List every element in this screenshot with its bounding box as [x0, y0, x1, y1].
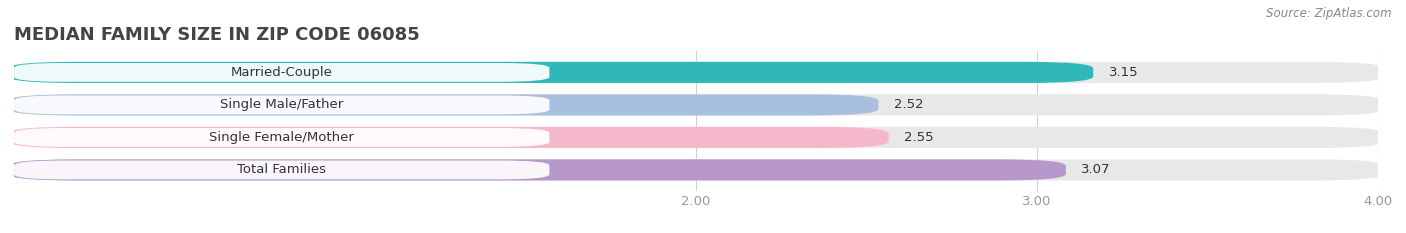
- FancyBboxPatch shape: [8, 127, 889, 148]
- Text: 3.07: 3.07: [1081, 163, 1111, 176]
- FancyBboxPatch shape: [8, 94, 1384, 116]
- FancyBboxPatch shape: [14, 63, 550, 82]
- Text: 2.55: 2.55: [904, 131, 934, 144]
- FancyBboxPatch shape: [8, 62, 1384, 83]
- Text: 3.15: 3.15: [1108, 66, 1137, 79]
- FancyBboxPatch shape: [8, 159, 1066, 181]
- FancyBboxPatch shape: [14, 161, 550, 179]
- FancyBboxPatch shape: [8, 94, 879, 116]
- Text: Single Male/Father: Single Male/Father: [221, 98, 343, 111]
- Text: MEDIAN FAMILY SIZE IN ZIP CODE 06085: MEDIAN FAMILY SIZE IN ZIP CODE 06085: [14, 26, 420, 44]
- FancyBboxPatch shape: [14, 128, 550, 147]
- Text: Source: ZipAtlas.com: Source: ZipAtlas.com: [1267, 7, 1392, 20]
- Text: Married-Couple: Married-Couple: [231, 66, 333, 79]
- Text: 2.52: 2.52: [894, 98, 924, 111]
- Text: Total Families: Total Families: [238, 163, 326, 176]
- Text: Single Female/Mother: Single Female/Mother: [209, 131, 354, 144]
- FancyBboxPatch shape: [14, 96, 550, 114]
- FancyBboxPatch shape: [8, 159, 1384, 181]
- FancyBboxPatch shape: [8, 127, 1384, 148]
- FancyBboxPatch shape: [8, 62, 1094, 83]
